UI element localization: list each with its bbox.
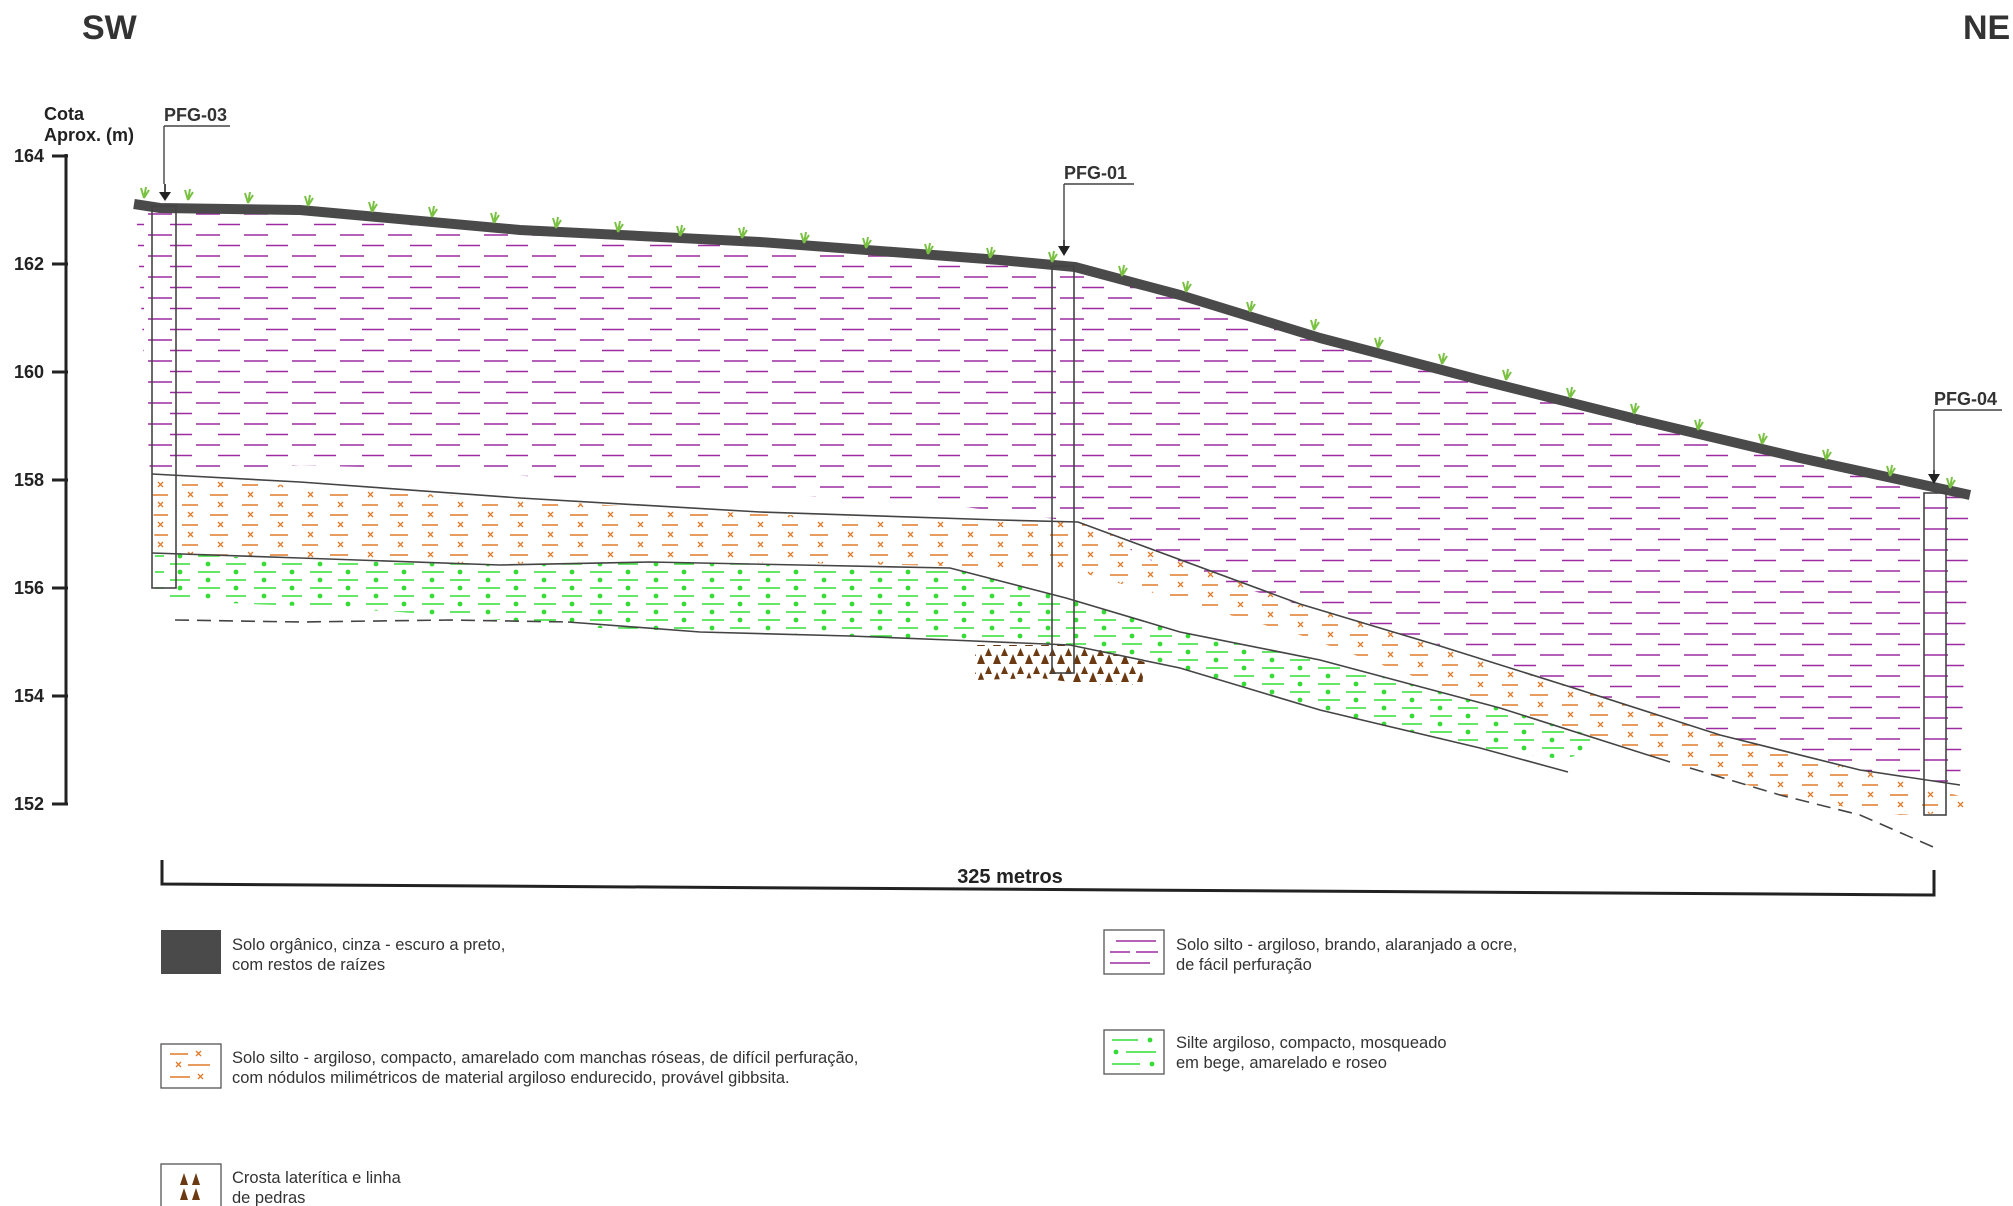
legend-item-compact: Solo silto - argiloso, compacto, amarela…: [160, 1043, 858, 1089]
legend-compact-line1: Solo silto - argiloso, compacto, amarela…: [232, 1049, 858, 1067]
tick-label-154: 154: [14, 686, 44, 706]
contact-silt-base: [567, 621, 1569, 773]
legend-item-soft: Solo silto - argiloso, brando, alaranjad…: [1103, 929, 1517, 975]
legend-swatch-silt: [1103, 1029, 1165, 1075]
direction-label-sw: SW: [82, 9, 138, 47]
borehole-pfg-03[interactable]: PFG-03: [151, 105, 230, 589]
legend-soft-line2: de fácil perfuração: [1176, 956, 1312, 974]
well-label-pfg-04: PFG-04: [1934, 389, 1997, 409]
legend-swatch-compact: [160, 1043, 222, 1089]
axis-title-line2: Aprox. (m): [44, 125, 134, 145]
layer-silt: [155, 553, 1600, 760]
scale-bar: 325 metros: [160, 860, 1936, 897]
layers: [136, 207, 1975, 815]
tick-label-158: 158: [14, 470, 44, 490]
legend-item-silt: Silte argiloso, compacto, mosqueado em b…: [1103, 1029, 1447, 1075]
axis-ticks: [52, 154, 68, 806]
contact-compact-silt: [151, 552, 1671, 763]
tick-label-162: 162: [14, 254, 44, 274]
legend-swatch-soft: [1103, 929, 1165, 975]
organic-surface-layer: [133, 199, 1972, 500]
legend-swatch-crust: [160, 1163, 222, 1206]
contact-soft-compact: [151, 473, 1961, 786]
legend-silt-line2: em bege, amarelado e roseo: [1176, 1054, 1387, 1072]
legend-item-crust: Crosta laterítica e linha de pedras: [160, 1163, 402, 1206]
contact-lines: [151, 473, 1961, 851]
tick-label-160: 160: [14, 362, 44, 382]
layer-compact-soil: [152, 476, 1975, 815]
well-label-pfg-01: PFG-01: [1064, 163, 1127, 183]
legend-item-organic: Solo orgânico, cinza - escuro a preto, c…: [161, 930, 505, 974]
legend-swatch-organic: [161, 930, 221, 974]
borehole-pfg-01[interactable]: PFG-01: [1051, 163, 1134, 674]
layer-soft-soil: [136, 207, 1970, 785]
legend-crust-line1: Crosta laterítica e linha: [232, 1169, 402, 1187]
contact-dashed-left: [174, 619, 571, 623]
grass-tufts: [140, 186, 1956, 489]
legend-compact-line2: com nódulos milimétricos de material arg…: [232, 1069, 790, 1087]
elevation-axis: Cota Aprox. (m) 164 162 160 158 156 154 …: [14, 104, 134, 814]
scale-bar-label: 325 metros: [957, 866, 1063, 888]
borehole-pfg-04[interactable]: PFG-04: [1923, 389, 2002, 816]
well-label-pfg-03: PFG-03: [164, 105, 227, 125]
legend-organic-line2: com restos de raízes: [232, 956, 385, 974]
legend: Solo orgânico, cinza - escuro a preto, c…: [160, 929, 1517, 1206]
legend-soft-line1: Solo silto - argiloso, brando, alaranjad…: [1176, 936, 1517, 954]
legend-organic-line1: Solo orgânico, cinza - escuro a preto,: [232, 936, 505, 954]
legend-silt-line1: Silte argiloso, compacto, mosqueado: [1176, 1034, 1447, 1052]
axis-title-line1: Cota: [44, 104, 85, 124]
direction-label-ne: NE: [1963, 9, 2010, 47]
boreholes: PFG-03 PFG-01 PFG-04: [151, 105, 2002, 816]
contact-dashed-right: [1689, 767, 1941, 851]
layer-lateritic-crust: [975, 645, 1145, 685]
tick-label-156: 156: [14, 578, 44, 598]
tick-label-164: 164: [14, 146, 44, 166]
legend-crust-line2: de pedras: [232, 1189, 305, 1206]
tick-label-152: 152: [14, 794, 44, 814]
